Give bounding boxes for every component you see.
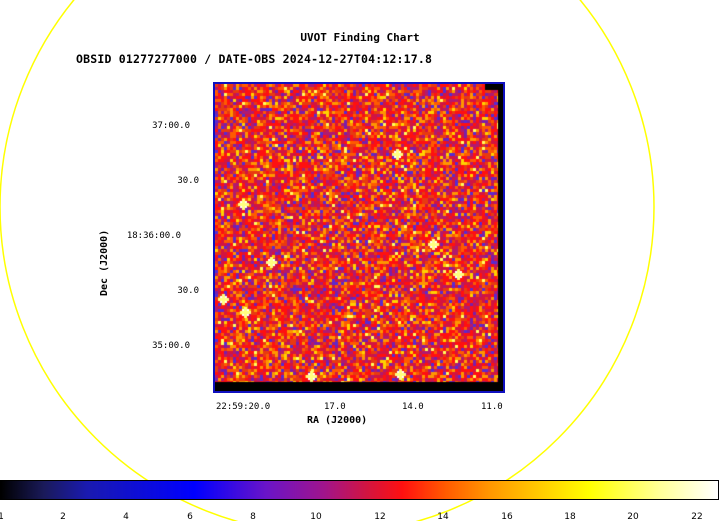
colorbar-tick: 10 <box>310 512 322 522</box>
colorbar-tick: 12 <box>374 512 386 522</box>
x-tick-3: 14.0 <box>402 402 424 412</box>
colorbar-tick: 22 <box>691 512 703 522</box>
chart-subtitle: OBSID 01277277000 / DATE-OBS 2024-12-27T… <box>76 52 433 66</box>
colorbar-tick: 20 <box>627 512 639 522</box>
colorbar-tick: 1 <box>0 512 4 522</box>
colorbar-tick: 2 <box>60 512 66 522</box>
y-tick-5: 35:00.0 <box>152 341 190 351</box>
y-axis-label: Dec (J2000) <box>99 229 110 296</box>
x-axis-label: RA (J2000) <box>307 415 368 426</box>
colorbar-tick: 14 <box>437 512 449 522</box>
x-tick-4: 11.0 <box>481 402 503 412</box>
colorbar-tick: 8 <box>250 512 256 522</box>
chart-title: UVOT Finding Chart <box>300 31 420 44</box>
x-tick-2: 17.0 <box>324 402 346 412</box>
y-tick-4: 30.0 <box>177 286 199 296</box>
y-tick-2: 30.0 <box>177 176 199 186</box>
sky-image-pixels <box>215 84 503 391</box>
colorbar <box>0 480 719 500</box>
x-tick-1: 22:59:20.0 <box>216 402 271 412</box>
colorbar-tick: 16 <box>501 512 513 522</box>
y-tick-1: 37:00.0 <box>152 121 190 131</box>
colorbar-tick: 18 <box>564 512 576 522</box>
colorbar-tick: 6 <box>187 512 193 522</box>
colorbar-tick: 4 <box>123 512 129 522</box>
sky-image[interactable] <box>213 82 505 393</box>
y-tick-3: 18:36:00.0 <box>126 231 181 241</box>
